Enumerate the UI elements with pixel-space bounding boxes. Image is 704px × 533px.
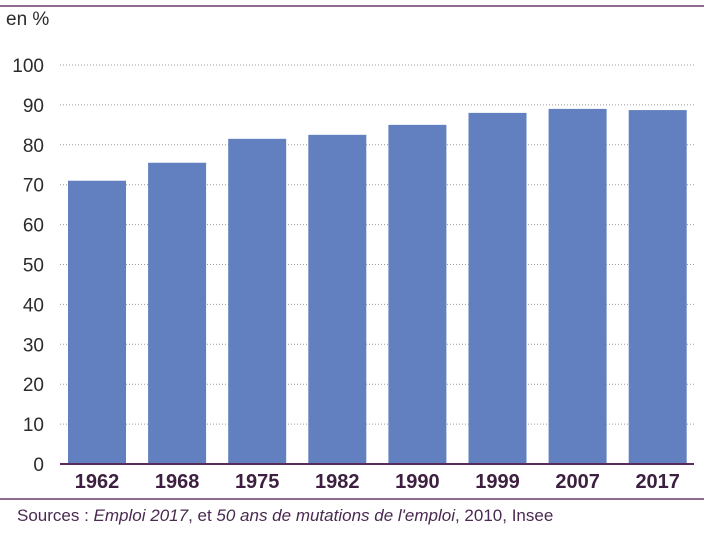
y-tick-label: 70 [23, 176, 44, 197]
x-tick-label: 1968 [155, 471, 200, 493]
x-tick-label: 1982 [315, 471, 360, 493]
y-tick-label: 60 [23, 216, 44, 237]
y-tick-label: 10 [23, 415, 44, 436]
y-tick-label: 30 [23, 335, 44, 356]
bar-1990 [388, 124, 447, 464]
source-ref-2: 50 ans de mutations de l'emploi [216, 506, 455, 525]
bar-2017 [628, 110, 687, 464]
bar-1975 [228, 138, 287, 464]
source-suffix: , 2010, Insee [454, 506, 554, 525]
y-tick-label: 80 [23, 136, 44, 157]
x-tick-label: 2007 [555, 471, 600, 493]
x-tick-label: 1990 [395, 471, 440, 493]
y-tick-label: 40 [23, 295, 44, 316]
source-prefix: Sources : [17, 506, 94, 525]
source-mid: , et [188, 506, 217, 525]
y-unit-label: en % [6, 9, 49, 30]
y-tick-label: 50 [23, 256, 44, 277]
y-axis-ticks: 0 10 20 30 40 50 60 70 80 90 100 [12, 56, 44, 476]
x-tick-label: 1962 [75, 471, 120, 493]
bar-2007 [548, 108, 607, 464]
bar-1968 [148, 162, 207, 464]
bar-1962 [68, 180, 126, 464]
x-axis-ticks: 1962 1968 1975 1982 1990 1999 2007 2017 [75, 471, 680, 493]
bar-1982 [308, 134, 367, 464]
y-tick-label: 0 [33, 455, 44, 476]
y-tick-label: 20 [23, 375, 44, 396]
bars [68, 108, 687, 464]
y-tick-label: 90 [23, 96, 44, 117]
bar-1999 [468, 112, 527, 464]
x-tick-label: 2017 [635, 471, 680, 493]
x-tick-label: 1975 [235, 471, 280, 493]
y-tick-label: 100 [12, 56, 44, 77]
source-ref-1: Emploi 2017 [93, 506, 189, 525]
source-note: Sources : Emploi 2017, et 50 ans de muta… [17, 506, 553, 526]
x-tick-label: 1999 [475, 471, 520, 493]
